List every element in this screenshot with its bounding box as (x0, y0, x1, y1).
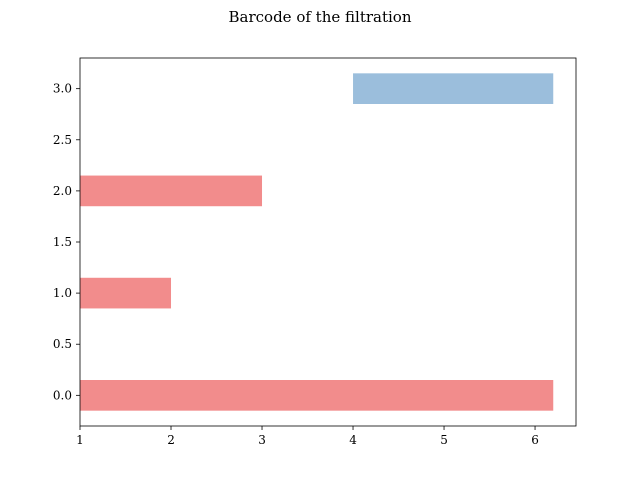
x-tick-label-2: 3 (258, 433, 266, 447)
y-tick-label-5: 2.5 (53, 133, 72, 147)
x-tick-label-5: 6 (531, 433, 539, 447)
plot-frame (79, 57, 577, 427)
plot-area: 1 2 3 4 5 6 0.0 0.5 1.0 1.5 2.0 2.5 3.0 (53, 57, 577, 447)
chart-title: Barcode of the filtration (229, 8, 412, 26)
barcode-bar-2 (80, 175, 263, 207)
barcode-bar-3 (353, 73, 554, 104)
x-tick-label-3: 4 (349, 433, 357, 447)
y-tick-label-0: 0.0 (53, 388, 72, 402)
y-tick-label-3: 1.5 (53, 235, 72, 249)
x-tick-label-4: 5 (440, 433, 448, 447)
y-tick-label-6: 3.0 (53, 82, 72, 96)
y-tick-label-1: 0.5 (53, 337, 72, 351)
x-tick-label-1: 2 (167, 433, 175, 447)
barcode-bar-1 (80, 277, 172, 309)
x-tick-label-0: 1 (76, 433, 84, 447)
y-tick-label-4: 2.0 (53, 184, 72, 198)
y-tick-label-2: 1.0 (53, 286, 72, 300)
barcode-bar-0 (80, 380, 554, 411)
